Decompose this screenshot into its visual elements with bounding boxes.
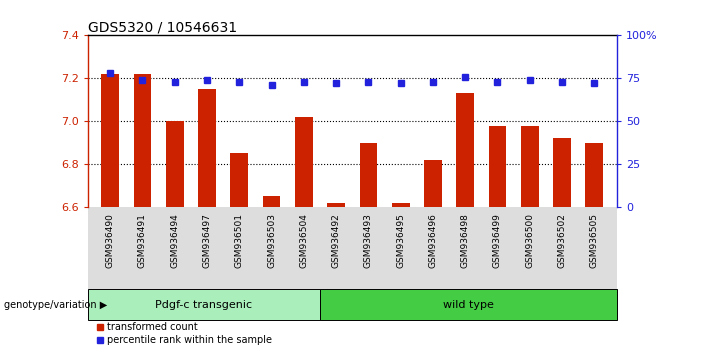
Bar [198, 89, 216, 207]
Bar [134, 74, 151, 207]
Text: genotype/variation ▶: genotype/variation ▶ [4, 300, 107, 310]
Bar [295, 117, 313, 207]
Text: GDS5320 / 10546631: GDS5320 / 10546631 [88, 20, 237, 34]
Bar [456, 93, 474, 207]
Text: wild type: wild type [443, 300, 494, 310]
Bar [263, 196, 280, 207]
Bar [166, 121, 184, 207]
Bar [327, 203, 345, 207]
Bar [553, 138, 571, 207]
Bar [585, 143, 603, 207]
Bar [489, 126, 506, 207]
Legend: transformed count, percentile rank within the sample: transformed count, percentile rank withi… [93, 319, 276, 349]
Bar [360, 143, 377, 207]
Bar [102, 74, 119, 207]
Text: Pdgf-c transgenic: Pdgf-c transgenic [155, 300, 252, 310]
Bar [231, 153, 248, 207]
Bar [521, 126, 538, 207]
Bar [424, 160, 442, 207]
Bar [392, 203, 409, 207]
